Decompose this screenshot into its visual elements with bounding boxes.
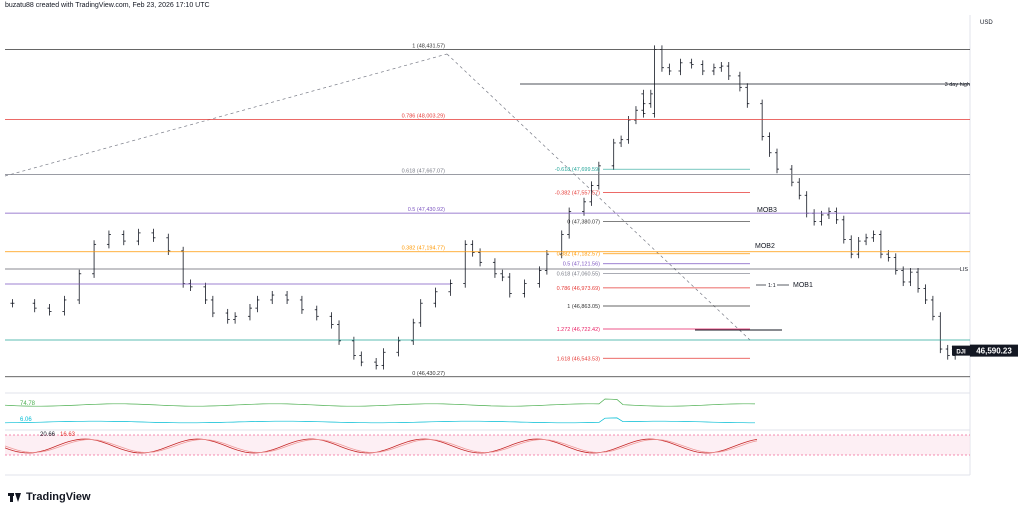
fib-extension-label: -0.618 (47,699.59) xyxy=(555,167,600,173)
trend-line-dashed xyxy=(4,53,448,177)
fib-extension-label: 1.618 (46,543.53) xyxy=(557,356,601,362)
symbol-badge[interactable] xyxy=(952,345,970,356)
fib-extension-label: 1.272 (46,722.42) xyxy=(557,327,601,333)
indicator-1-line-lower xyxy=(4,417,755,424)
fib-extension-label: 0.786 (46,973.69) xyxy=(557,286,601,292)
fib-level-label: 0.786 (48,003.29) xyxy=(402,114,446,120)
mob2-label: MOB2 xyxy=(755,243,775,250)
fib-level-label: 1 (48,431.57) xyxy=(412,43,445,49)
fib-level-label: 0.5 (47,430.92) xyxy=(408,207,445,213)
symbol-ticker: DJI xyxy=(956,350,966,356)
header-attribution: buzatu88 created with TradingView.com, F… xyxy=(5,2,210,9)
indicator-2-value-a: 20.66 xyxy=(40,432,56,438)
price-badge[interactable] xyxy=(970,344,1018,357)
fib-levels: 1 (48,431.57) 0.786 (48,003.29) 0.618 (47,… xyxy=(5,43,1018,378)
indicator-1-upper-value: 74.78 xyxy=(20,401,36,407)
indicator-1-lower-value: 6.06 xyxy=(20,417,32,423)
tradingview-logo: TradingView xyxy=(8,491,91,503)
tradingview-logo-text: TradingView xyxy=(26,491,91,503)
fib-level-label: 0.382 (47,194.77) xyxy=(402,246,446,252)
three-day-high-label: 3 day high xyxy=(945,82,970,88)
fib-extension-label: -0.382 (47,557.57) xyxy=(555,190,600,196)
chart-lines xyxy=(4,15,971,475)
fib-level-label: 0 (46,430.27) xyxy=(412,371,445,377)
indicator-1-line-upper xyxy=(4,398,756,407)
tradingview-logo-icon xyxy=(8,492,22,502)
indicator-2-line-a xyxy=(4,438,758,454)
mob1-label: MOB1 xyxy=(793,282,813,289)
fib-extension-label: 0.5 (47,121.56) xyxy=(563,262,600,268)
currency-label[interactable]: USD xyxy=(980,20,993,26)
fib-extension-label: 0 (47,380.07) xyxy=(567,219,600,225)
fib-level-label: 0.618 (47,667.07) xyxy=(402,168,446,174)
indicator-2-value-b: 16.63 xyxy=(60,432,76,438)
indicator-2-line-b xyxy=(4,439,758,453)
fib-extension-label: 0.382 (47,182.57) xyxy=(557,252,601,258)
trend-line-dashed-down xyxy=(446,53,751,341)
mob3-label: MOB3 xyxy=(757,207,777,214)
lis-label: LIS xyxy=(960,267,969,273)
fib-extension-label: 1 (46,863.05) xyxy=(567,304,600,310)
indicator-panel-2: 20.66 16.63 xyxy=(4,429,970,476)
indicator-panel-1: 74.78 6.06 xyxy=(4,392,970,424)
price-badge-value: 46,590.23 xyxy=(976,347,1012,356)
candlesticks xyxy=(10,45,958,370)
fib-extension-label: 0.618 (47,060.55) xyxy=(557,272,601,278)
ratio-label: 1:1 xyxy=(768,283,776,289)
